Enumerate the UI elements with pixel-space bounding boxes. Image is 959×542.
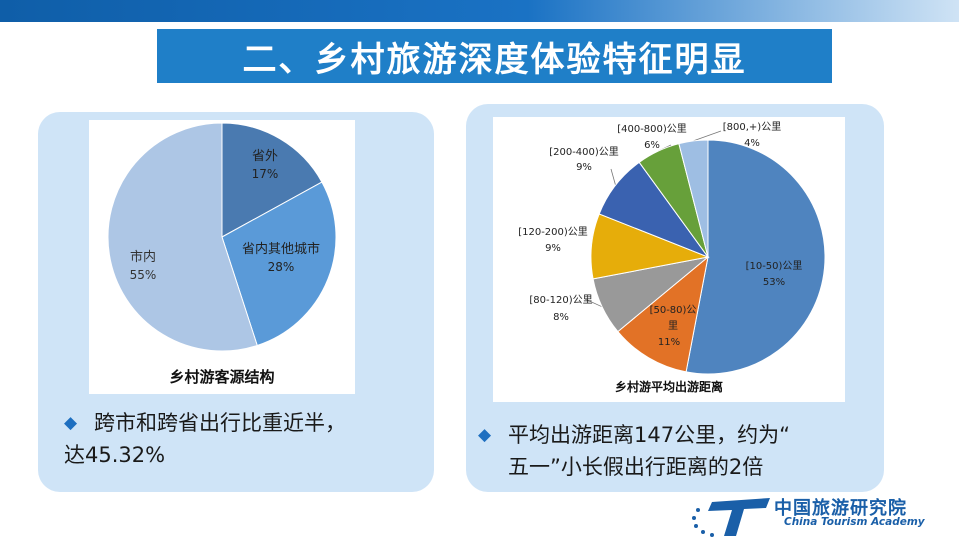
slice-label-80-120: [80-120)公里 [529, 294, 592, 306]
slice-50-80 [617, 255, 709, 373]
slice-pct-200-400: 9% [576, 162, 592, 173]
slice-label-city: 市内 [130, 249, 156, 265]
source-structure-chart-frame: 省外 17% 省内其他城市 28% 市内 55% 乡村游客源结构 [89, 120, 355, 394]
page-title-text: 二、乡村旅游深度体验特征明显 [242, 39, 747, 80]
distance-pie-chart: [10-50)公里 53% [50-80)公 里 11% [80-120)公里 … [518, 121, 826, 394]
slice-label-400-800: [400-800)公里 [617, 123, 687, 135]
slice-label-120-200: [120-200)公里 [518, 226, 588, 238]
slice-label-10-50: [10-50)公里 [746, 260, 803, 272]
slice-label-50-80-wrap: 里 [668, 320, 678, 332]
slice-label-50-80: [50-80)公 [650, 305, 697, 316]
academy-name-cn: 中国旅游研究院 [774, 498, 907, 519]
slice-pct-400-800: 6% [644, 140, 660, 151]
leader-line [693, 130, 722, 142]
slice-outer-province [221, 122, 323, 238]
slice-pct-city: 55% [130, 268, 157, 282]
slice-label-200-400: [200-400)公里 [549, 146, 619, 158]
leader-line [584, 298, 603, 308]
left-bullet: ◆ 跨市和跨省出行比重近半， 达45.32% [64, 408, 424, 472]
academy-name-en: China Tourism Academy [784, 516, 925, 528]
diamond-bullet-icon: ◆ [478, 425, 492, 445]
slice-label-other-cities: 省内其他城市 [242, 241, 320, 257]
slice-label-800-plus: [800,+)公里 [723, 121, 781, 133]
slice-800-plus [678, 139, 709, 258]
academy-logo: 中国旅游研究院 China Tourism Academy [686, 494, 954, 538]
slice-pct-800-plus: 4% [744, 138, 760, 149]
left-bullet-line1: 跨市和跨省出行比重近半， [94, 411, 346, 435]
source-structure-pie-chart: 省外 17% 省内其他城市 28% 市内 55% 乡村游客源结构 [107, 122, 337, 386]
slice-pct-other-cities: 28% [268, 260, 295, 274]
academy-emblem-icon [692, 498, 770, 537]
slice-pct-outer-province: 17% [252, 167, 279, 181]
right-bullet-line2: 五一”小长假出行距离的2倍 [508, 455, 764, 479]
slice-city [107, 122, 258, 352]
left-bullet-line2: 达45.32% [64, 443, 166, 467]
slice-pct-80-120: 8% [553, 312, 569, 323]
slice-other-cities [221, 181, 337, 347]
slice-pct-120-200: 9% [545, 243, 561, 254]
top-banner [0, 0, 959, 22]
right-bullet: ◆ 平均出游距离147公里，约为“ 五一”小长假出行距离的2倍 [478, 420, 878, 484]
slice-label-outer-province: 省外 [252, 149, 278, 164]
chart-title: 乡村游客源结构 [169, 368, 274, 386]
slice-10-50 [685, 139, 826, 375]
distance-chart-frame: [10-50)公里 53% [50-80)公 里 11% [80-120)公里 … [493, 117, 845, 402]
chart-title: 乡村游平均出游距离 [615, 379, 723, 394]
leader-line [610, 168, 616, 186]
right-bullet-line1: 平均出游距离147公里，约为“ [508, 423, 790, 447]
slice-pct-10-50: 53% [763, 277, 785, 288]
page-title: 二、乡村旅游深度体验特征明显 [157, 29, 832, 83]
diamond-bullet-icon: ◆ [64, 413, 78, 433]
slice-pct-50-80: 11% [658, 337, 680, 348]
